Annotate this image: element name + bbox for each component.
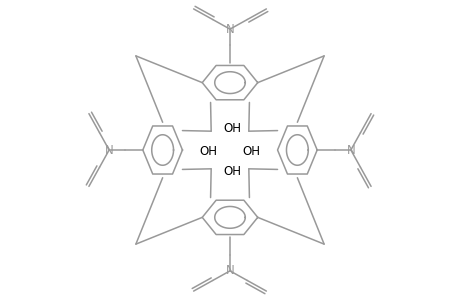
Text: OH: OH bbox=[242, 146, 260, 158]
Text: N: N bbox=[105, 143, 113, 157]
Text: OH: OH bbox=[199, 146, 217, 158]
Text: OH: OH bbox=[223, 165, 241, 178]
Text: N: N bbox=[225, 264, 234, 278]
Text: N: N bbox=[346, 143, 354, 157]
Text: OH: OH bbox=[223, 122, 241, 135]
Text: N: N bbox=[225, 22, 234, 36]
